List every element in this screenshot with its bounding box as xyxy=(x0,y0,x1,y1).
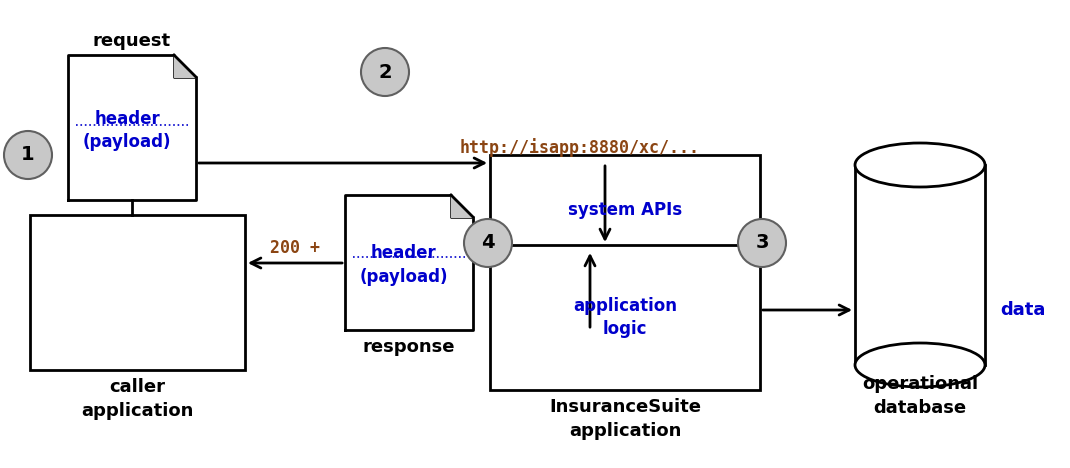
Polygon shape xyxy=(174,55,196,77)
Ellipse shape xyxy=(855,143,985,187)
Text: application
logic: application logic xyxy=(574,297,677,338)
Text: 200 +: 200 + xyxy=(270,239,320,257)
Polygon shape xyxy=(68,55,196,200)
Circle shape xyxy=(464,219,513,267)
Text: header
(payload): header (payload) xyxy=(82,110,171,151)
Text: InsuranceSuite
application: InsuranceSuite application xyxy=(549,398,701,439)
Text: system APIs: system APIs xyxy=(568,201,682,219)
Ellipse shape xyxy=(855,343,985,387)
Circle shape xyxy=(738,219,786,267)
Circle shape xyxy=(4,131,52,179)
Text: caller
application: caller application xyxy=(81,378,194,420)
FancyBboxPatch shape xyxy=(490,155,760,390)
Polygon shape xyxy=(345,195,473,330)
Text: http://isapp:8880/xc/...: http://isapp:8880/xc/... xyxy=(460,139,700,158)
Text: 3: 3 xyxy=(755,234,768,253)
Text: operational
database: operational database xyxy=(862,375,978,417)
Text: request: request xyxy=(93,32,171,50)
Text: 2: 2 xyxy=(378,63,392,81)
Text: 1: 1 xyxy=(21,146,35,164)
Text: response: response xyxy=(363,338,455,356)
FancyBboxPatch shape xyxy=(30,215,245,370)
FancyBboxPatch shape xyxy=(855,165,985,365)
Text: header
(payload): header (payload) xyxy=(360,244,448,286)
Text: 4: 4 xyxy=(482,234,494,253)
Text: data: data xyxy=(1000,301,1045,319)
Polygon shape xyxy=(450,195,473,217)
Circle shape xyxy=(361,48,409,96)
